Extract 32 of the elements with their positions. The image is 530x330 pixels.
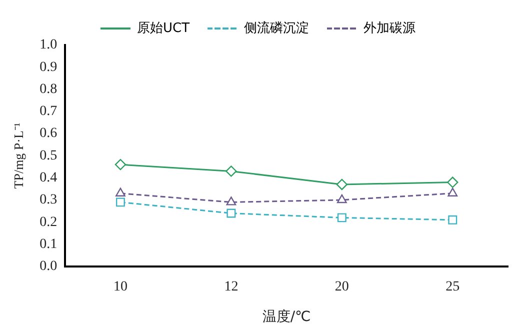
point [116,188,126,196]
x-tick-label: 20 [334,279,349,294]
y-tick-label: 0.9 [40,60,58,75]
y-tick-label: 0.1 [40,236,58,252]
y-tick-label: 0.0 [40,259,58,274]
x-tick-label: 10 [113,279,128,294]
point [337,213,346,222]
point [226,208,236,218]
point [114,158,126,170]
point [447,176,458,188]
point [226,196,236,206]
point [226,166,237,177]
point [336,178,348,190]
legend-label: 外加碳源 [364,20,416,36]
point [448,188,458,196]
y-tick-label: 0.3 [40,192,58,208]
legend-label: 侧流磷沉淀 [244,20,310,36]
y-tick-label: 0.2 [40,214,58,230]
y-tick-label: 0.6 [40,126,58,142]
y-tick-label: 0.4 [40,170,58,186]
y-tick-label: 0.7 [40,104,58,120]
y-tick-label: 0.5 [40,148,58,164]
legend-label: 原始UCT [136,20,190,36]
x-axis-title: 温度/℃ [262,309,311,326]
point [448,215,458,224]
y-tick-label: 0.8 [40,82,58,97]
point [116,198,125,207]
point [336,194,347,204]
y-tick-label: 1.0 [40,38,58,53]
y-axis-title: TP/mg P·L⁻¹ [11,122,26,189]
x-tick-label: 12 [224,279,238,294]
x-tick-label: 25 [446,279,460,294]
